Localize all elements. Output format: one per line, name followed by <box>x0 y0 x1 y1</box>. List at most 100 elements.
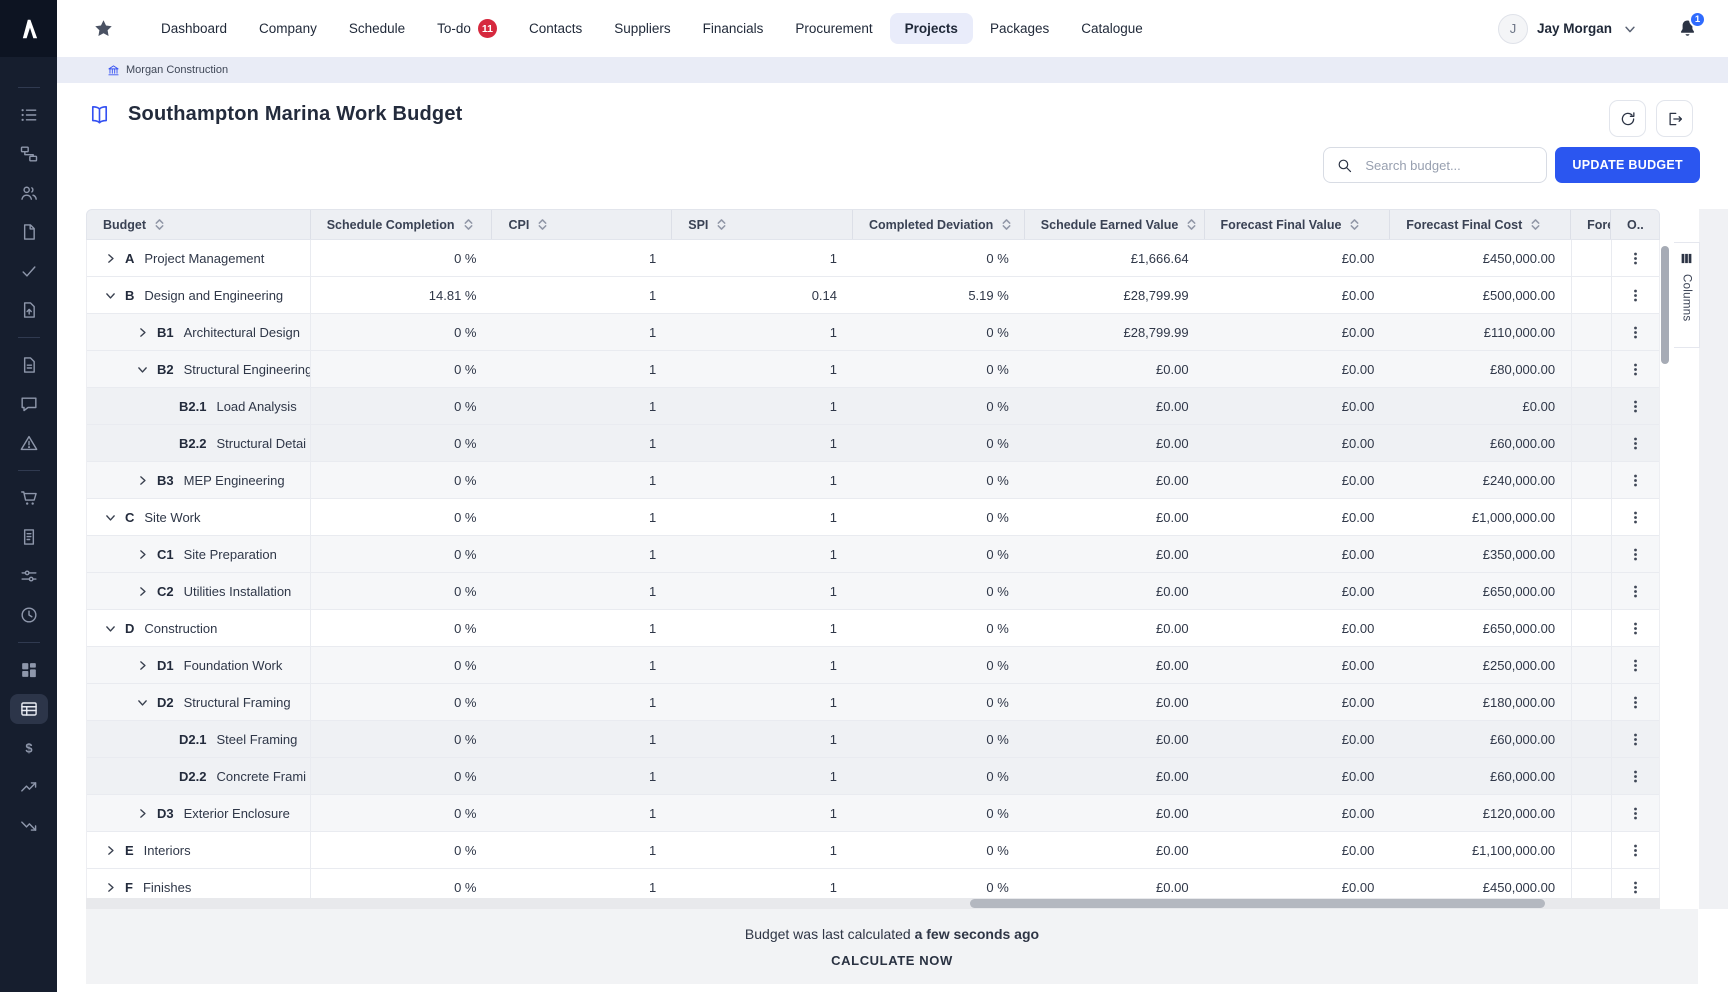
row-expand-toggle[interactable] <box>103 844 117 857</box>
table-row[interactable]: B2.2 Structural Detai 0 % 1 1 0 % £0.00 £0.00 £6… <box>87 425 1659 462</box>
sidebar-item-document[interactable] <box>10 217 48 247</box>
column-header-cpi[interactable]: CPI <box>492 210 673 239</box>
nav-item-schedule[interactable]: Schedule <box>334 13 420 44</box>
table-row[interactable]: D2.1 Steel Framing 0 % 1 1 0 % £0.00 £0.00 £60,0… <box>87 721 1659 758</box>
row-options-button[interactable] <box>1612 647 1659 683</box>
table-row[interactable]: B2 Structural Engineering 0 % 1 1 0 % £0.00 £0.… <box>87 351 1659 388</box>
sidebar-item-notes[interactable] <box>10 350 48 380</box>
sidebar-item-invoice[interactable] <box>10 522 48 552</box>
row-options-button[interactable] <box>1612 758 1659 794</box>
sidebar-item-file-upload[interactable] <box>10 295 48 325</box>
row-expand-toggle[interactable] <box>135 474 149 487</box>
table-row[interactable]: C1 Site Preparation 0 % 1 1 0 % £0.00 £0.00 £350… <box>87 536 1659 573</box>
sidebar-item-trend-up[interactable] <box>10 772 48 802</box>
row-expand-toggle[interactable] <box>103 252 117 265</box>
table-row[interactable]: B Design and Engineering 14.81 % 1 0.14 5.19 … <box>87 277 1659 314</box>
row-expand-toggle[interactable] <box>135 326 149 339</box>
table-row[interactable]: B1 Architectural Design 0 % 1 1 0 % £28,799.99… <box>87 314 1659 351</box>
sidebar-item-trend-down[interactable] <box>10 811 48 841</box>
calculate-now-button[interactable]: CALCULATE NOW <box>831 952 953 968</box>
table-row[interactable]: F Finishes 0 % 1 1 0 % £0.00 £0.00 £450,000.00 <box>87 869 1659 898</box>
breadcrumb-company[interactable]: Morgan Construction <box>107 64 228 77</box>
row-options-button[interactable] <box>1612 314 1659 350</box>
search-input[interactable] <box>1363 156 1535 174</box>
row-options-button[interactable] <box>1612 795 1659 831</box>
column-header-forecast-final-value[interactable]: Forecast Final Value <box>1205 210 1391 239</box>
row-options-button[interactable] <box>1612 462 1659 498</box>
row-options-button[interactable] <box>1612 684 1659 720</box>
nav-item-dashboard[interactable]: Dashboard <box>146 13 242 44</box>
nav-item-catalogue[interactable]: Catalogue <box>1066 13 1158 44</box>
column-header-completed-deviation[interactable]: Completed Deviation <box>853 210 1025 239</box>
row-expand-toggle[interactable] <box>135 585 149 598</box>
row-options-button[interactable] <box>1612 351 1659 387</box>
sidebar-item-chat[interactable] <box>10 389 48 419</box>
row-expand-toggle[interactable] <box>135 807 149 820</box>
row-expand-toggle[interactable] <box>135 696 149 709</box>
column-header-budget[interactable]: Budget <box>87 210 311 239</box>
update-budget-button[interactable]: UPDATE BUDGET <box>1555 147 1700 183</box>
nav-item-projects[interactable]: Projects <box>889 13 973 44</box>
columns-panel-toggle[interactable]: Columns <box>1674 242 1700 348</box>
column-header-forecast-final-cost[interactable]: Forecast Final Cost <box>1390 210 1572 239</box>
nav-item-packages[interactable]: Packages <box>975 13 1064 44</box>
row-options-button[interactable] <box>1612 240 1659 276</box>
sidebar-item-list[interactable] <box>10 100 48 130</box>
table-row[interactable]: C Site Work 0 % 1 1 0 % £0.00 £0.00 £1,000,000.0… <box>87 499 1659 536</box>
sidebar-item-org-chart[interactable] <box>10 139 48 169</box>
sidebar-item-check[interactable] <box>10 256 48 286</box>
row-expand-toggle[interactable] <box>103 511 117 524</box>
user-menu[interactable]: J Jay Morgan <box>1497 13 1637 44</box>
row-options-button[interactable] <box>1612 832 1659 868</box>
table-row[interactable]: D3 Exterior Enclosure 0 % 1 1 0 % £0.00 £0.00 £1… <box>87 795 1659 832</box>
nav-item-contacts[interactable]: Contacts <box>514 13 597 44</box>
sidebar-item-warning[interactable] <box>10 428 48 458</box>
column-header-spi[interactable]: SPI <box>672 210 853 239</box>
sidebar-item-budget-table[interactable] <box>9 694 48 724</box>
row-options-button[interactable] <box>1612 610 1659 646</box>
vertical-scrollbar-thumb[interactable] <box>1661 246 1669 364</box>
table-row[interactable]: C2 Utilities Installation 0 % 1 1 0 % £0.00 £0.… <box>87 573 1659 610</box>
row-options-button[interactable] <box>1612 869 1659 898</box>
row-options-button[interactable] <box>1612 536 1659 572</box>
row-expand-toggle[interactable] <box>103 881 117 894</box>
column-header-schedule-completion[interactable]: Schedule Completion <box>311 210 493 239</box>
app-logo[interactable] <box>0 0 57 57</box>
table-row[interactable]: E Interiors 0 % 1 1 0 % £0.00 £0.00 £1,100,000.0… <box>87 832 1659 869</box>
nav-item-suppliers[interactable]: Suppliers <box>599 13 685 44</box>
row-options-button[interactable] <box>1612 388 1659 424</box>
row-expand-toggle[interactable] <box>103 622 117 635</box>
row-expand-toggle[interactable] <box>103 289 117 302</box>
favorite-star-button[interactable] <box>93 18 114 39</box>
notifications-button[interactable]: 1 <box>1677 11 1706 39</box>
row-options-button[interactable] <box>1612 499 1659 535</box>
table-row[interactable]: D2 Structural Framing 0 % 1 1 0 % £0.00 £0.00 £1… <box>87 684 1659 721</box>
row-options-button[interactable] <box>1612 277 1659 313</box>
sidebar-item-finance[interactable]: $ <box>10 733 48 763</box>
table-row[interactable]: D Construction 0 % 1 1 0 % £0.00 £0.00 £650,000.… <box>87 610 1659 647</box>
row-options-button[interactable] <box>1612 573 1659 609</box>
row-expand-toggle[interactable] <box>135 659 149 672</box>
row-options-button[interactable] <box>1612 721 1659 757</box>
column-header-schedule-earned-value[interactable]: Schedule Earned Value <box>1025 210 1205 239</box>
sidebar-item-dashboard[interactable] <box>10 655 48 685</box>
table-row[interactable]: D2.2 Concrete Frami 0 % 1 1 0 % £0.00 £0.00 £60,… <box>87 758 1659 795</box>
nav-item-procurement[interactable]: Procurement <box>780 13 887 44</box>
export-button[interactable] <box>1656 100 1693 137</box>
nav-item-to-do[interactable]: To-do 11 <box>422 11 512 46</box>
sidebar-item-clock[interactable] <box>10 600 48 630</box>
row-options-button[interactable] <box>1612 425 1659 461</box>
row-expand-toggle[interactable] <box>135 548 149 561</box>
nav-item-financials[interactable]: Financials <box>688 13 779 44</box>
refresh-button[interactable] <box>1609 100 1646 137</box>
table-row[interactable]: B3 MEP Engineering 0 % 1 1 0 % £0.00 £0.00 £240,… <box>87 462 1659 499</box>
horizontal-scrollbar-thumb[interactable] <box>970 899 1545 908</box>
table-row[interactable]: A Project Management 0 % 1 1 0 % £1,666.64 £0.0… <box>87 240 1659 277</box>
table-row[interactable]: D1 Foundation Work 0 % 1 1 0 % £0.00 £0.00 £250,… <box>87 647 1659 684</box>
sidebar-item-users[interactable] <box>10 178 48 208</box>
sidebar-item-adjustments[interactable] <box>10 561 48 591</box>
sidebar-item-cart[interactable] <box>10 483 48 513</box>
row-expand-toggle[interactable] <box>135 363 149 376</box>
table-row[interactable]: B2.1 Load Analysis 0 % 1 1 0 % £0.00 £0.00 £0.00 <box>87 388 1659 425</box>
nav-item-company[interactable]: Company <box>244 13 332 44</box>
